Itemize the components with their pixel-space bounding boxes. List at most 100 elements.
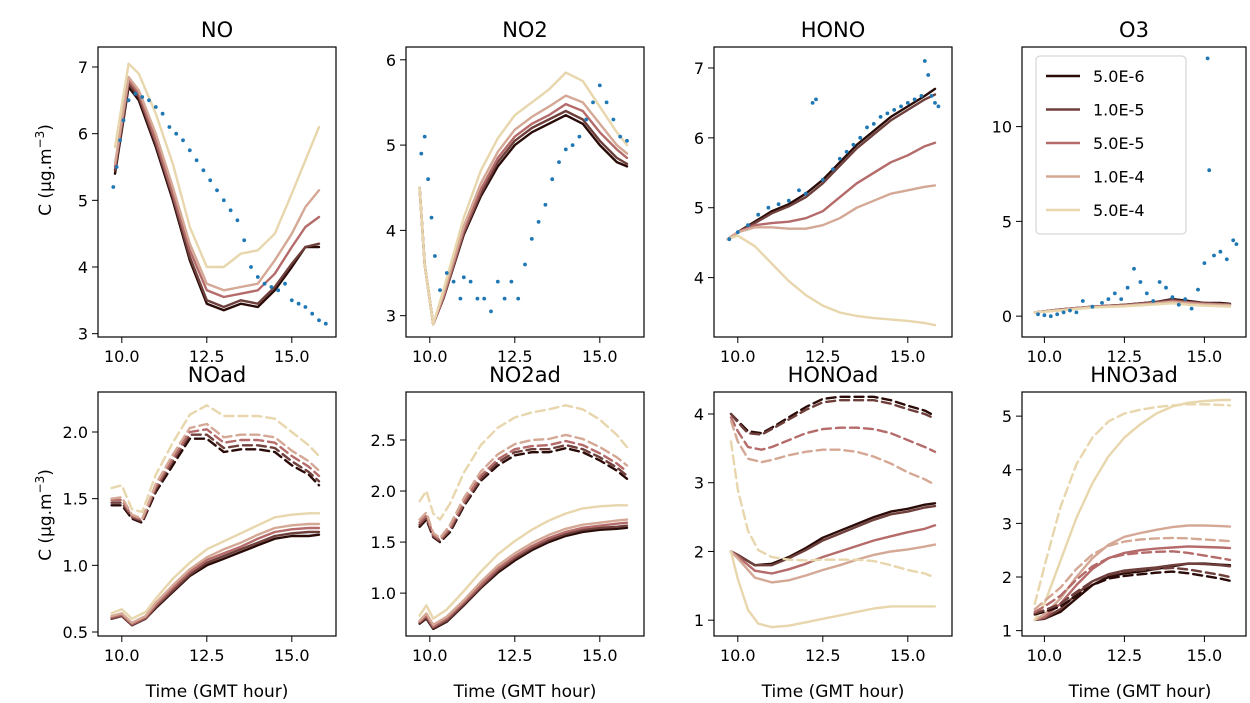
panel-title: NO2 <box>502 18 548 42</box>
observation-point <box>242 238 247 243</box>
observation-point <box>422 134 427 139</box>
observation-point <box>1170 295 1175 300</box>
x-tick-label: 12.5 <box>497 646 533 665</box>
observation-point <box>255 275 260 279</box>
observation-point <box>611 117 616 122</box>
observation-point <box>905 101 910 105</box>
series-line-5.0E-6 <box>110 533 321 627</box>
y-axis-label-superscript: −3 <box>33 476 47 494</box>
observation-point <box>153 105 158 109</box>
y-tick-label: 4 <box>694 405 704 424</box>
observation-point <box>1205 56 1210 61</box>
axes-frame <box>1021 391 1247 637</box>
axes-frame <box>97 46 337 338</box>
panel-title: HONO <box>801 18 866 42</box>
y-tick-label: 3 <box>78 325 88 344</box>
series-line-1.0E-5 <box>729 504 937 567</box>
x-tick-label: 10.0 <box>720 347 756 366</box>
observation-point <box>1212 253 1216 258</box>
observation-point <box>111 185 116 189</box>
observation-point <box>1132 266 1136 271</box>
observation-point <box>181 138 185 143</box>
panel-title: HNO3ad <box>1090 363 1178 387</box>
series-line-1.0E-4 <box>729 543 937 584</box>
y-axis-label-bottom: C (µg.m−3) <box>33 469 56 561</box>
x-axis-label-2: Time (GMT hour) <box>453 682 597 702</box>
series-line-1.0E-5 <box>726 93 937 241</box>
panel-NO2: NO2 10.0 12.5 15.0 3 4 5 6 <box>386 18 645 366</box>
x-axis-label-4: Time (GMT hour) <box>1068 682 1212 702</box>
panel-title: NOad <box>188 363 246 387</box>
observation-point <box>429 215 434 220</box>
observation-point <box>746 223 750 228</box>
observation-point <box>529 237 534 241</box>
legend-label: 5.0E-4 <box>1093 201 1145 220</box>
y-tick-label: 1.5 <box>371 533 396 552</box>
observation-point <box>249 265 253 269</box>
series-line-5.0E-6 <box>726 87 937 241</box>
observation-point <box>865 125 869 130</box>
observation-point <box>303 305 308 309</box>
series-line-1.0E-4 <box>726 184 937 241</box>
observation-point <box>735 230 740 235</box>
observation-point <box>814 97 818 102</box>
observation-point <box>1036 312 1040 317</box>
plot-area <box>726 59 941 327</box>
plot-area <box>1033 398 1232 622</box>
observation-point <box>296 301 301 306</box>
observation-point <box>1207 168 1212 173</box>
axes-frame <box>1021 46 1247 338</box>
observation-point <box>167 125 172 129</box>
series-line-5.0E-5-dashed <box>110 428 321 522</box>
y-tick-label: 6 <box>386 51 396 70</box>
legend-label: 1.0E-5 <box>1093 101 1145 120</box>
observation-point <box>1090 304 1095 309</box>
observation-point <box>885 111 890 116</box>
y-tick-label: 2 <box>1002 568 1012 587</box>
axes-frame <box>405 46 645 338</box>
x-tick-label: 12.5 <box>497 347 533 366</box>
series-line-1.0E-5 <box>1033 562 1232 622</box>
observation-point <box>1119 297 1124 301</box>
series-line-1.0E-5-dashed <box>1033 566 1232 615</box>
series-line-5.0E-4 <box>110 512 321 620</box>
observation-point <box>426 177 430 182</box>
observation-point <box>1144 291 1149 296</box>
panel-title: HONOad <box>788 363 879 387</box>
observation-point <box>269 285 274 289</box>
observation-point <box>419 151 424 156</box>
y-tick-label: 4 <box>694 269 704 288</box>
observation-point <box>458 296 463 301</box>
observation-point <box>1106 297 1111 301</box>
observation-point <box>461 275 466 280</box>
observation-point <box>1183 297 1188 301</box>
observation-point <box>858 135 863 140</box>
y-axis-label-text: C (µg.m <box>36 493 56 560</box>
observation-point <box>933 101 937 105</box>
observation-point <box>776 202 781 207</box>
y-axis-label-superscript: −3 <box>33 131 47 149</box>
observation-point <box>276 288 281 293</box>
observation-point <box>1080 299 1085 303</box>
observation-point <box>820 177 825 182</box>
y-tick-label: 1 <box>1002 622 1012 641</box>
observation-point <box>570 143 575 148</box>
observation-point <box>489 309 493 314</box>
y-tick-label: 4 <box>1002 461 1012 480</box>
series-line-5.0E-6-dashed <box>110 437 321 524</box>
observation-point <box>878 115 883 119</box>
observation-point <box>1125 285 1130 290</box>
observation-point <box>1042 313 1047 318</box>
panel-title: NO2ad <box>489 363 561 387</box>
observation-point <box>438 288 442 292</box>
observation-point <box>810 101 815 105</box>
observation-point <box>475 296 480 301</box>
axes-frame <box>713 46 953 338</box>
plot-area <box>111 62 328 326</box>
panel-HONO: HONO 10.0 12.5 15.0 4 5 6 7 <box>694 18 953 366</box>
x-tick-label: 12.5 <box>1107 347 1143 366</box>
x-tick-label: 15.0 <box>1187 347 1223 366</box>
x-tick-label: 15.0 <box>274 646 310 665</box>
observation-point <box>929 94 934 98</box>
